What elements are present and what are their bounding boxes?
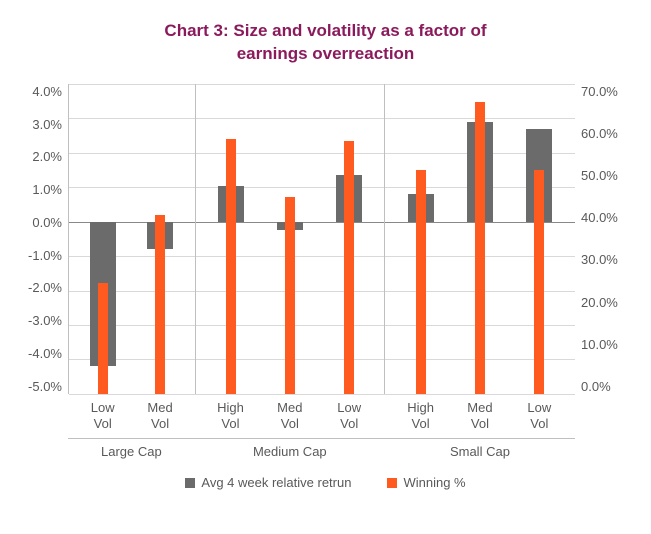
legend-label-avg4w: Avg 4 week relative retrun xyxy=(201,475,351,490)
bar-slot xyxy=(322,84,375,394)
y-left-tick: 0.0% xyxy=(20,215,62,230)
chart-title-line1: Chart 3: Size and volatility as a factor… xyxy=(164,21,486,40)
bar-winpct xyxy=(98,283,108,394)
x-sub-labels: LowVolMedVolHighVolMedVolLowVolHighVolMe… xyxy=(68,394,575,433)
bar-slot xyxy=(454,84,507,394)
y-right-tick: 40.0% xyxy=(581,210,631,225)
bar-winpct xyxy=(155,215,165,394)
y-right-tick: 30.0% xyxy=(581,252,631,267)
y-axis-left: 4.0% 3.0% 2.0% 1.0% 0.0% -1.0% -2.0% -3.0% -4.0%… xyxy=(20,84,68,394)
y-right-tick: 10.0% xyxy=(581,337,631,352)
y-left-tick: -3.0% xyxy=(20,313,62,328)
sub-label: LowVol xyxy=(323,400,376,433)
plot-wrapper: 4.0% 3.0% 2.0% 1.0% 0.0% -1.0% -2.0% -3.0% -4.0%… xyxy=(20,84,631,394)
chart-title: Chart 3: Size and volatility as a factor… xyxy=(20,20,631,66)
group xyxy=(196,84,386,394)
legend-swatch-avg4w xyxy=(185,478,195,488)
y-right-tick: 60.0% xyxy=(581,126,631,141)
sub-label: MedVol xyxy=(263,400,316,433)
legend-item-winpct: Winning % xyxy=(387,475,465,490)
group-label: Medium Cap xyxy=(195,438,385,459)
sub-label: MedVol xyxy=(134,400,185,433)
y-right-tick: 20.0% xyxy=(581,295,631,310)
plot-area xyxy=(68,84,575,394)
y-right-tick: 0.0% xyxy=(581,379,631,394)
y-right-tick: 70.0% xyxy=(581,84,631,99)
bar-slot xyxy=(513,84,566,394)
bar-winpct xyxy=(534,170,544,394)
bar-winpct xyxy=(416,170,426,394)
group-label: Large Cap xyxy=(68,438,195,459)
sub-label: HighVol xyxy=(394,400,447,433)
bar-winpct xyxy=(226,139,236,394)
sub-label: MedVol xyxy=(453,400,506,433)
group xyxy=(385,84,575,394)
y-left-tick: -2.0% xyxy=(20,280,62,295)
chart-container: Chart 3: Size and volatility as a factor… xyxy=(20,20,631,490)
sub-label: LowVol xyxy=(77,400,128,433)
group-label: Small Cap xyxy=(385,438,575,459)
bar-slot xyxy=(263,84,316,394)
y-left-tick: -1.0% xyxy=(20,248,62,263)
gridline xyxy=(69,394,575,395)
bar-winpct xyxy=(344,141,354,393)
bar-winpct xyxy=(285,197,295,394)
bar-slot xyxy=(205,84,258,394)
bar-winpct xyxy=(475,102,485,394)
y-left-tick: -5.0% xyxy=(20,379,62,394)
y-left-tick: 3.0% xyxy=(20,117,62,132)
y-axis-right: 70.0% 60.0% 50.0% 40.0% 30.0% 20.0% 10.0% 0.0% xyxy=(575,84,631,394)
y-left-tick: -4.0% xyxy=(20,346,62,361)
y-left-tick: 1.0% xyxy=(20,182,62,197)
y-left-tick: 2.0% xyxy=(20,149,62,164)
legend-item-avg4w: Avg 4 week relative retrun xyxy=(185,475,351,490)
group xyxy=(69,84,196,394)
bar-slot xyxy=(78,84,129,394)
sub-label: LowVol xyxy=(513,400,566,433)
chart-title-line2: earnings overreaction xyxy=(237,44,415,63)
bar-slot xyxy=(394,84,447,394)
y-left-tick: 4.0% xyxy=(20,84,62,99)
sub-label: HighVol xyxy=(204,400,257,433)
bar-slot xyxy=(135,84,186,394)
y-right-tick: 50.0% xyxy=(581,168,631,183)
x-group-labels: Large CapMedium CapSmall Cap xyxy=(68,438,575,459)
legend-label-winpct: Winning % xyxy=(403,475,465,490)
legend-swatch-winpct xyxy=(387,478,397,488)
legend: Avg 4 week relative retrun Winning % xyxy=(20,475,631,490)
